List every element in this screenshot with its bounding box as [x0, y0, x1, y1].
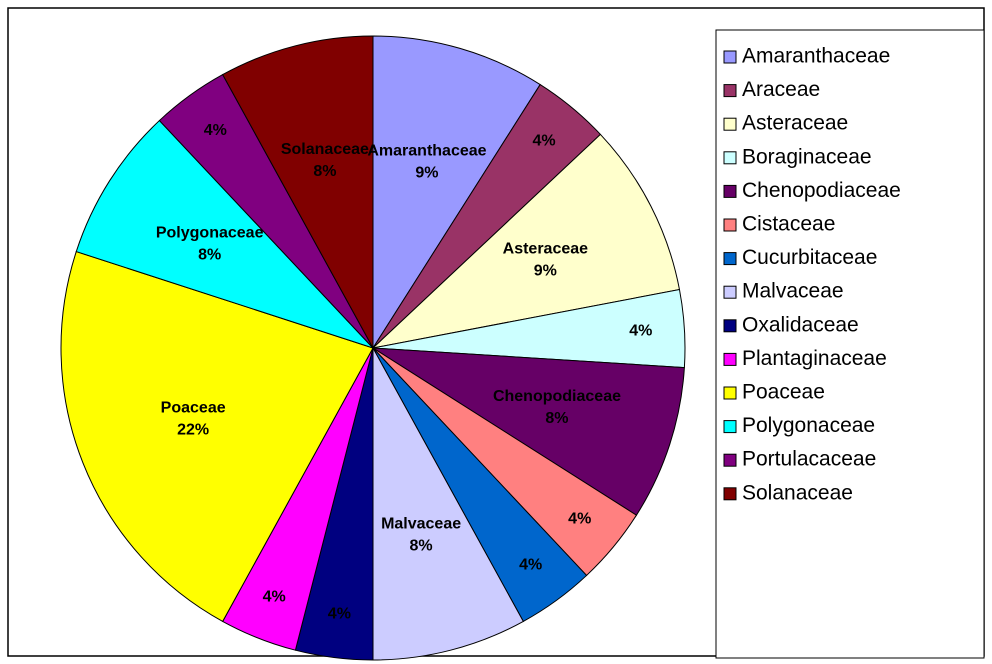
pie-slice	[372, 347, 685, 516]
legend-label: Amaranthaceae	[742, 45, 890, 68]
legend-label: Cucurbitaceae	[742, 246, 877, 269]
data-label: 4%	[568, 510, 591, 527]
legend-label: Portulacaceae	[742, 448, 876, 471]
legend-swatch	[723, 487, 737, 501]
pie-slice	[75, 119, 374, 349]
pie-slice	[372, 347, 524, 661]
legend-label: Araceae	[742, 78, 820, 101]
legend-box	[715, 29, 985, 659]
data-label-name: Asteraceae	[503, 240, 589, 257]
legend-label: Boraginaceae	[742, 145, 872, 168]
legend-label: Oxalidaceae	[742, 313, 859, 336]
legend-swatch	[723, 50, 737, 64]
legend-swatch	[723, 319, 737, 333]
legend-swatch	[723, 420, 737, 434]
legend-swatch	[723, 184, 737, 198]
data-label-name: Chenopodiaceae	[493, 388, 621, 405]
legend-label: Chenopodiaceae	[742, 179, 901, 202]
pie-slice	[60, 250, 374, 623]
legend: Amaranthaceae Araceae Asteraceae Boraginace…	[723, 45, 901, 504]
legend-label: Cistaceae	[742, 213, 835, 236]
legend-swatch	[723, 352, 737, 366]
legend-swatch	[723, 285, 737, 299]
legend-label: Poaceae	[742, 381, 825, 404]
legend-label: Plantaginaceae	[742, 347, 887, 370]
data-label-name: Amaranthaceae	[367, 142, 486, 159]
legend-swatch	[723, 252, 737, 266]
data-label: 4%	[328, 605, 351, 622]
data-label: 4%	[629, 322, 652, 339]
legend-label: Polygonaceae	[742, 414, 875, 437]
legend-label: Malvaceae	[742, 280, 844, 303]
pie: Amaranthaceae 9% 4% Asteraceae 9% 4% Chenopodi…	[60, 35, 686, 661]
data-label-name: Poaceae	[161, 399, 226, 416]
data-label: 22%	[177, 421, 209, 438]
data-label: 4%	[532, 132, 555, 149]
legend-swatch	[723, 218, 737, 232]
data-label: 9%	[534, 262, 557, 279]
data-label-name: Malvaceae	[381, 516, 461, 533]
legend-label: Solanaceae	[742, 481, 853, 504]
legend-label: Asteraceae	[742, 112, 848, 135]
data-label: 9%	[415, 164, 438, 181]
legend-swatch	[723, 386, 737, 400]
data-label-name: Polygonaceae	[156, 225, 264, 242]
data-label: 8%	[410, 538, 433, 555]
data-label: 8%	[313, 163, 336, 180]
legend-swatch	[723, 151, 737, 165]
data-label-name: Solanaceae	[281, 141, 369, 158]
legend-swatch	[723, 453, 737, 467]
data-label: 4%	[519, 556, 542, 573]
pie-slice	[372, 35, 541, 350]
pie-slice	[222, 35, 374, 349]
legend-swatch	[723, 84, 737, 98]
pie-slice	[371, 133, 681, 349]
data-label: 8%	[198, 247, 221, 264]
data-label: 4%	[263, 589, 286, 606]
legend-swatch	[723, 117, 737, 131]
data-label: 8%	[545, 410, 568, 427]
data-label: 4%	[204, 122, 227, 139]
